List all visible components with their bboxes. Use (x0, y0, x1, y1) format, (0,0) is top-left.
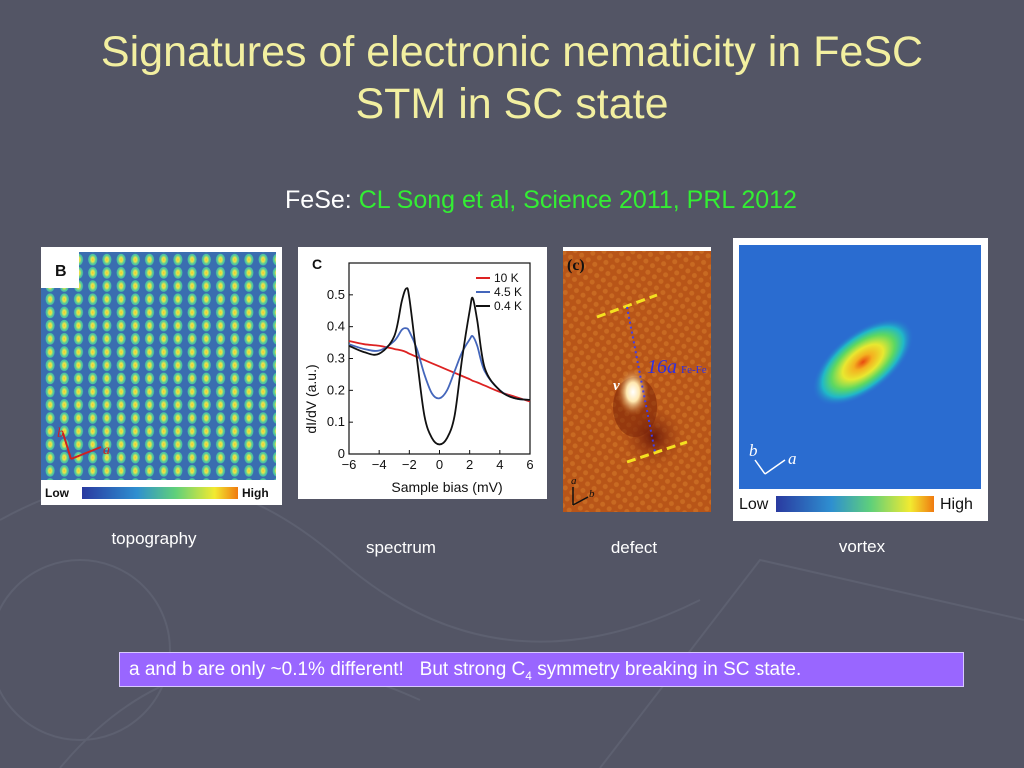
note-part1: a and b are only ~0.1% different! (129, 659, 404, 680)
defect-figure: (c) v 16a Fe-Fe a b (563, 247, 711, 512)
subtitle-reference: CL Song et al, Science 2011, PRL 2012 (358, 186, 797, 214)
note-part2-pre: But strong C (419, 659, 526, 680)
topography-image (41, 252, 276, 480)
vortex-axis-b-arrow (754, 459, 766, 475)
defect-line-top (596, 293, 658, 319)
summary-note: a and b are only ~0.1% different! But st… (119, 652, 964, 687)
defect-spot (617, 368, 649, 416)
topography-caption: topography (111, 529, 197, 548)
legend-label: 0.4 K (494, 299, 522, 313)
vortex-panel: b a Low High (733, 238, 988, 521)
vortex-core (812, 318, 914, 406)
topography-panel: B a b Low High (41, 247, 282, 505)
slide-title: Signatures of electronic nematicity in F… (0, 26, 1024, 130)
defect-axis-b-arrow (572, 496, 589, 506)
topography-figure: B a b Low High (41, 252, 282, 505)
x-tick-label: −2 (402, 457, 417, 472)
defect-axis-a-label: a (571, 475, 577, 487)
note-part2-sub: 4 (525, 668, 532, 683)
x-tick-label: 2 (466, 457, 473, 472)
defect-panel: (c) v 16a Fe-Fe a b (563, 247, 711, 512)
vortex-colorbar (776, 496, 934, 512)
y-tick-label: 0.2 (327, 382, 345, 397)
axis-b-arrow (62, 432, 72, 460)
spectrum-tag: C (312, 256, 322, 272)
defect-caption: defect (610, 538, 658, 557)
note-part2-post: symmetry breaking in SC state. (531, 659, 802, 680)
slide-title-line2: STM in SC state (355, 80, 669, 128)
defect-tag: (c) (567, 257, 585, 274)
y-tick-label: 0.3 (327, 351, 345, 366)
vortex-colorbar-high-label: High (940, 496, 973, 513)
colorbar-low-label: Low (45, 486, 70, 500)
vortex-colorbar-low-label: Low (739, 496, 769, 513)
slide-subtitle: FeSe: CL Song et al, Science 2011, PRL 2… (0, 186, 1024, 215)
vortex-caption: vortex (838, 537, 886, 556)
vortex-figure: b a Low High (739, 245, 981, 513)
x-tick-label: 6 (526, 457, 533, 472)
y-tick-label: 0 (338, 446, 345, 461)
defect-v-label: v (613, 378, 620, 394)
y-tick-label: 0.1 (327, 414, 345, 429)
colorbar-high-label: High (242, 486, 269, 500)
x-tick-label: −6 (342, 457, 357, 472)
x-tick-label: 4 (496, 457, 503, 472)
x-axis-label: Sample bias (mV) (391, 479, 502, 495)
defect-line-bottom (626, 440, 688, 464)
defect-distance-sub: Fe-Fe (681, 364, 707, 376)
series-line-4.5k (348, 327, 531, 401)
legend-label: 4.5 K (494, 285, 522, 299)
subtitle-prefix: FeSe: (285, 186, 359, 214)
x-tick-label: −4 (372, 457, 387, 472)
defect-distance-label: 16a (647, 356, 677, 378)
y-tick-label: 0.4 (327, 319, 345, 334)
axis-a-arrow (70, 446, 102, 460)
legend-label: 10 K (494, 271, 519, 285)
spectrum-chart: C dI/dV (a.u.) Sample bias (mV) −6 −4 −2 0 2… (303, 256, 534, 495)
slide-title-line1: Signatures of electronic nematicity in F… (100, 28, 924, 76)
spectrum-panel: C dI/dV (a.u.) Sample bias (mV) −6 −4 −2 0 2… (298, 247, 547, 499)
spectrum-caption: spectrum (366, 538, 436, 557)
series-line-10k (348, 340, 531, 403)
y-axis-label: dI/dV (a.u.) (303, 364, 319, 433)
x-tick-label: 0 (436, 457, 443, 472)
vortex-axis-b-label: b (749, 441, 758, 460)
topography-tag: B (55, 263, 67, 280)
y-tick-label: 0.5 (327, 287, 345, 302)
defect-axis-b-label: b (589, 488, 595, 500)
vortex-axis-a-arrow (764, 459, 786, 475)
axis-a-label: a (103, 443, 110, 458)
axis-b-label: b (57, 426, 64, 441)
colorbar (82, 487, 238, 499)
vortex-axis-a-label: a (788, 449, 797, 468)
series-line-0.4k (348, 287, 531, 446)
